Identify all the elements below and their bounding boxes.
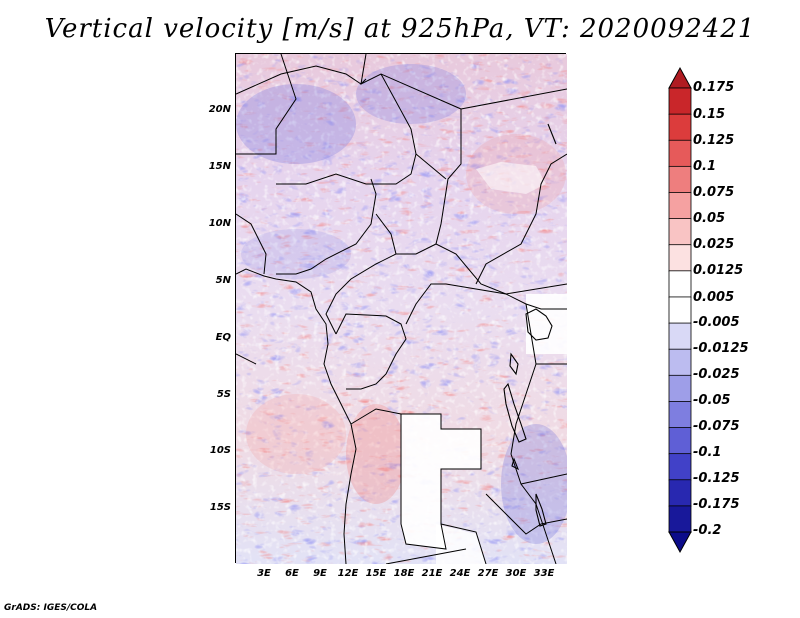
colorbar-segment bbox=[668, 113, 692, 142]
colorbar-segment bbox=[668, 453, 692, 481]
colorbar-segment bbox=[668, 348, 692, 377]
colorbar-label-17: -0.2 bbox=[693, 523, 722, 538]
lon-label-30e: 30E bbox=[505, 568, 527, 579]
colorbar-label-9: -0.005 bbox=[693, 315, 740, 330]
lon-label-21e: 21E bbox=[421, 568, 443, 579]
lon-label-6e: 6E bbox=[285, 568, 299, 579]
grads-credit: GrADS: IGES/COLA bbox=[4, 603, 98, 613]
colorbar-segment bbox=[668, 218, 692, 246]
colorbar-label-12: -0.05 bbox=[693, 393, 731, 408]
colorbar-min-triangle bbox=[668, 531, 692, 554]
colorbar-label-5: 0.05 bbox=[693, 211, 726, 226]
velocity-field-map bbox=[236, 54, 567, 564]
lat-label-5s: 5S bbox=[216, 389, 231, 400]
lon-label-33e: 33E bbox=[533, 568, 555, 579]
lat-label-10s: 10S bbox=[209, 445, 231, 456]
colorbar-segment bbox=[668, 165, 692, 194]
lat-label-5n: 5N bbox=[215, 275, 231, 286]
colorbar-label-8: 0.005 bbox=[693, 290, 735, 305]
lon-label-24e: 24E bbox=[449, 568, 471, 579]
colorbar-segment bbox=[668, 374, 692, 403]
colorbar-segment bbox=[668, 505, 692, 533]
colorbar-segment bbox=[668, 322, 692, 351]
colorbar-segment bbox=[668, 296, 692, 324]
colorbar-label-16: -0.175 bbox=[693, 497, 740, 512]
lon-label-9e: 9E bbox=[313, 568, 327, 579]
colorbar-segment bbox=[668, 244, 692, 272]
colorbar-label-1: 0.15 bbox=[693, 107, 726, 122]
lon-label-15e: 15E bbox=[365, 568, 387, 579]
lat-label-10n: 10N bbox=[208, 218, 231, 229]
colorbar-label-15: -0.125 bbox=[693, 471, 740, 486]
lat-label-eq: EQ bbox=[215, 332, 231, 343]
lon-label-18e: 18E bbox=[393, 568, 415, 579]
colorbar-segment bbox=[668, 479, 692, 507]
colorbar-label-11: -0.025 bbox=[693, 367, 740, 382]
colorbar-segment bbox=[668, 270, 692, 298]
colorbar-label-3: 0.1 bbox=[693, 159, 717, 174]
colorbar-label-2: 0.125 bbox=[693, 133, 735, 148]
colorbar-segment bbox=[668, 192, 692, 220]
lon-label-27e: 27E bbox=[477, 568, 499, 579]
colorbar-segment bbox=[668, 139, 692, 168]
colorbar bbox=[668, 66, 692, 554]
map-title: Vertical velocity [m/s] at 925hPa, VT: 2… bbox=[44, 14, 756, 44]
colorbar-label-4: 0.075 bbox=[693, 185, 735, 200]
map-panel bbox=[235, 53, 567, 564]
colorbar-segment bbox=[668, 427, 692, 455]
colorbar-label-13: -0.075 bbox=[693, 419, 740, 434]
colorbar-label-6: 0.025 bbox=[693, 237, 735, 252]
lon-label-3e: 3E bbox=[257, 568, 271, 579]
lat-label-20n: 20N bbox=[208, 104, 231, 115]
colorbar-label-14: -0.1 bbox=[693, 445, 722, 460]
lat-label-15s: 15S bbox=[209, 502, 231, 513]
colorbar-segment bbox=[668, 401, 692, 429]
colorbar-label-10: -0.0125 bbox=[693, 341, 749, 356]
lon-label-12e: 12E bbox=[337, 568, 359, 579]
colorbar-segment bbox=[668, 87, 692, 116]
colorbar-label-7: 0.0125 bbox=[693, 263, 744, 278]
colorbar-max-triangle bbox=[668, 66, 692, 89]
colorbar-label-0: 0.175 bbox=[693, 80, 735, 95]
lat-label-15n: 15N bbox=[208, 161, 231, 172]
